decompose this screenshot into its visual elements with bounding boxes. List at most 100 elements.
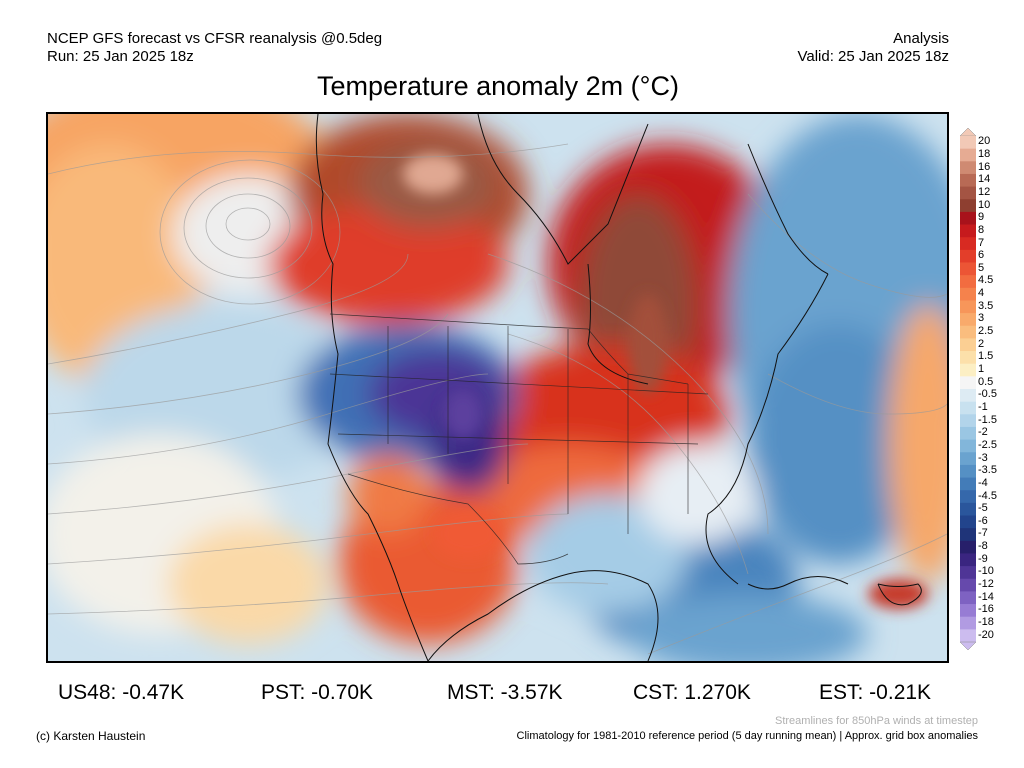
legend-label: 3.5 [978,299,994,312]
legend-swatch [960,490,976,504]
legend-label: -1 [978,400,988,413]
legend-label: -0.5 [978,388,997,401]
valid-time: Valid: 25 Jan 2025 18z [797,48,949,65]
legend-swatch [960,452,976,466]
legend-swatch [960,237,976,251]
stat-pst: PST: -0.70K [261,681,374,704]
legend-swatch [960,376,976,390]
stat-est: EST: -0.21K [819,681,932,704]
legend-swatch [960,426,976,440]
legend-swatch [960,502,976,516]
run-time: Run: 25 Jan 2025 18z [47,48,194,65]
legend-label: -20 [978,628,994,641]
legend-swatch [960,540,976,554]
legend-swatch [960,249,976,263]
legend-label: -8 [978,540,988,553]
streamlines-note: Streamlines for 850hPa winds at timestep [775,715,978,727]
anomaly-map [46,112,949,663]
legend-label: 8 [978,223,985,236]
legend-swatch [960,136,976,150]
climatology-note: Climatology for 1981-2010 reference peri… [516,730,978,742]
legend-label: -4.5 [978,489,997,502]
legend-swatch [960,199,976,213]
legend-swatch [960,401,976,415]
header-right: Analysis Valid: 25 Jan 2025 18z [797,30,949,66]
legend-label: 2.5 [978,325,994,338]
stat-mst: MST: -3.57K [447,681,563,704]
legend-swatch [960,173,976,187]
legend-label: 7 [978,236,985,249]
legend-swatch [960,313,976,327]
legend-label: 4.5 [978,274,994,287]
legend-label: 1.5 [978,350,994,363]
legend-swatch [960,211,976,225]
legend-label: 3 [978,312,985,325]
legend-label: -2.5 [978,438,997,451]
credit: (c) Karsten Haustein [36,729,146,743]
stat-cst: CST: 1.270K [633,681,751,704]
legend-swatch [960,338,976,352]
legend-swatch [960,477,976,491]
legend-label: 18 [978,147,991,160]
legend-label: 12 [978,185,991,198]
legend-label: 10 [978,198,991,211]
legend-arrow-bottom [960,641,976,650]
legend-label: -3 [978,451,988,464]
legend-label: 9 [978,211,985,224]
legend-label: -10 [978,565,994,578]
legend-label: -1.5 [978,413,997,426]
analysis-label: Analysis [893,30,949,47]
map-title: Temperature anomaly 2m (°C) [317,71,679,101]
legend-label: -16 [978,603,994,616]
legend-swatch [960,578,976,592]
legend-label: -7 [978,527,988,540]
legend-label: 1 [978,363,985,376]
legend-swatch [960,464,976,478]
legend-swatch [960,161,976,175]
legend-swatch [960,553,976,567]
legend-label: 5 [978,261,985,274]
legend-swatch [960,566,976,580]
legend-colorbar [960,128,976,650]
political-borders [329,313,709,565]
color-legend: 20 18 16 14 12 10 9 8 7 6 5 4.5 4 3.5 3 2.5 2 1.5 1 0.5 -0.5… [958,128,1018,650]
legend-label: 6 [978,249,985,262]
legend-swatch [960,224,976,238]
legend-swatch [960,389,976,403]
legend-swatch [960,186,976,200]
legend-swatch [960,275,976,289]
legend-label: 16 [978,160,991,173]
legend-label: -2 [978,426,988,439]
legend-label: 14 [978,173,991,186]
legend-label: -9 [978,552,988,565]
legend-swatch [960,262,976,276]
legend-swatch [960,414,976,428]
legend-label: -5 [978,502,988,515]
header-left: NCEP GFS forecast vs CFSR reanalysis @0.… [47,30,382,66]
legend-label: -12 [978,578,994,591]
legend-swatch [960,439,976,453]
legend-swatch [960,300,976,314]
legend-label: 0.5 [978,375,994,388]
legend-label: 20 [978,135,991,148]
legend-swatch [960,351,976,365]
legend-swatch [960,604,976,618]
legend-label: -3.5 [978,464,997,477]
legend-label: -18 [978,616,994,629]
legend-swatch [960,515,976,529]
regional-stats: US48: -0.47K PST: -0.70K MST: -3.57K CST… [0,680,1024,706]
legend-arrow-top [960,128,976,137]
legend-swatch [960,325,976,339]
legend-swatch [960,629,976,643]
legend-label: 2 [978,337,985,350]
anomaly-detail [403,154,928,609]
legend-label: -14 [978,590,994,603]
legend-swatch [960,616,976,630]
wind-streamlines [48,143,947,655]
legend-swatch [960,148,976,162]
stat-us48: US48: -0.47K [58,681,185,704]
legend-swatch [960,287,976,301]
legend-label: 4 [978,287,985,300]
coastlines [315,114,922,661]
legend-swatch [960,528,976,542]
